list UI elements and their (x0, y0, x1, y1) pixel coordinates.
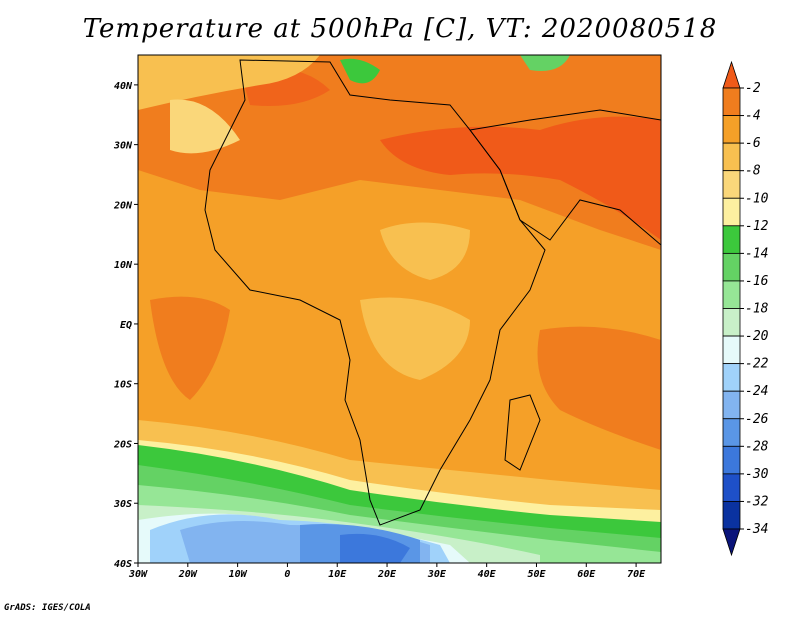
lat-tick-label: 30N (113, 141, 133, 152)
colorbar-segment (722, 87, 741, 116)
colorbar-segment (722, 115, 741, 144)
colorbar-segment (722, 308, 741, 337)
colorbar-label: -24 (745, 384, 768, 399)
colorbar-label: -2 (745, 81, 761, 96)
lon-tick-label: 60E (577, 569, 596, 580)
coastline-outlines (204, 59, 661, 526)
credit-text: GrADS: IGES/COLA (4, 603, 91, 613)
colorbar-label: -34 (745, 522, 768, 537)
colorbar-segment (722, 473, 741, 502)
lat-tick-label: 20S (113, 439, 132, 450)
lon-tick-label: 20E (377, 569, 397, 580)
map-title: Temperature at 500hPa [C], VT: 202008051… (82, 14, 718, 44)
colorbar-label: -14 (745, 246, 768, 261)
lon-tick-label: 20W (178, 569, 198, 580)
lat-tick-label: 30S (113, 499, 132, 510)
colorbar-label: -26 (745, 412, 769, 427)
colorbar-segment (722, 280, 741, 309)
colorbar-label: -4 (745, 109, 761, 124)
colorbar-label: -12 (745, 219, 769, 234)
latitude-axis: 40N 30N 20N 10N EQ 10S 20S 30S 40S (113, 81, 138, 570)
lon-tick-label: 50E (527, 569, 546, 580)
lat-tick-label: 10N (114, 260, 133, 271)
lon-tick-label: 70E (627, 569, 646, 580)
colorbar-label: -8 (745, 164, 761, 179)
lat-tick-label: EQ (120, 320, 132, 331)
colorbar-label: -18 (745, 302, 769, 317)
colorbar-segment (722, 252, 741, 282)
colorbar-segment (722, 445, 741, 475)
lat-tick-label: 20N (113, 200, 133, 211)
colorbar-segment (722, 363, 741, 392)
lon-tick-label: 30W (128, 569, 148, 580)
plot-frame (137, 54, 662, 564)
colorbar-bottom-arrow (722, 528, 741, 557)
lon-tick-label: 0 (284, 569, 290, 580)
colorbar-label: -20 (745, 329, 769, 344)
colorbar-segment (722, 390, 741, 420)
colorbar-segment (722, 197, 741, 227)
colorbar-top-arrow (722, 60, 741, 89)
colorbar-segment (722, 170, 741, 199)
colorbar-label: -22 (745, 357, 769, 372)
lat-tick-label: 40N (114, 81, 133, 92)
colorbar-segment (722, 225, 741, 254)
lat-tick-label: 10S (114, 380, 132, 391)
lon-tick-label: 30E (427, 569, 447, 580)
colorbar-legend: -2 -4 -6 -8 -10 -12 -14 -16 -18 -20 -22 -24 -26 -28 -3… (722, 60, 769, 557)
colorbar-label: -6 (745, 136, 761, 151)
colorbar-label: -10 (745, 191, 769, 206)
colorbar-segment (722, 142, 741, 172)
colorbar-label: -28 (745, 439, 769, 454)
lon-tick-label: 40E (478, 569, 497, 580)
colorbar-label: -16 (745, 274, 769, 289)
temperature-field (138, 55, 661, 563)
colorbar-label: -32 (745, 494, 769, 509)
lon-tick-label: 10E (328, 569, 347, 580)
colorbar-segment (722, 335, 741, 365)
longitude-axis: 30W 20W 10W 0 10E 20E 30E 40E 50E 60E 70E (128, 563, 646, 580)
colorbar-label: -30 (745, 467, 769, 482)
lon-tick-label: 10W (229, 569, 248, 580)
colorbar-segment (722, 501, 741, 530)
colorbar-segment (722, 418, 741, 447)
lat-tick-label: 40S (114, 559, 132, 570)
